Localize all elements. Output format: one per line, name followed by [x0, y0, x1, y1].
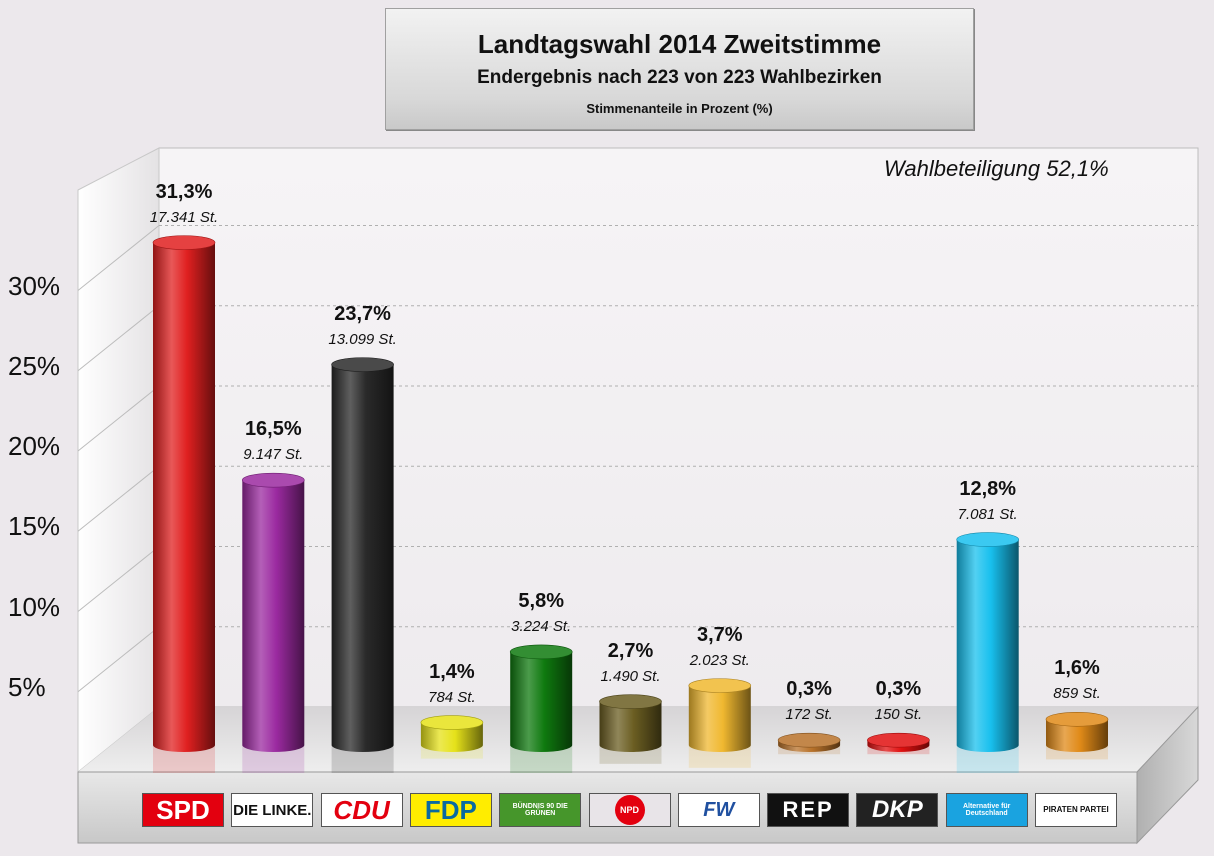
gridline-side — [77, 546, 160, 612]
bar-votes-label: 1.490 St. — [600, 667, 661, 685]
turnout-label: Wahlbeteiligung 52,1% — [884, 156, 1109, 181]
bar-votes-label: 17.341 St. — [149, 208, 219, 226]
bar-value-label: 0,3% — [786, 678, 832, 701]
bar-value-label: 2,7% — [607, 639, 654, 662]
party-logo-text: FW — [703, 799, 735, 821]
gridline-side — [77, 385, 160, 452]
bar — [688, 685, 751, 752]
y-axis: 30% 25% 20% 15% 10% 5% — [0, 0, 80, 856]
title-box: Landtagswahl 2014 Zweitstimme Endergebni… — [385, 8, 974, 130]
party-logo-text: CDU — [333, 795, 390, 825]
bar — [1046, 719, 1108, 752]
party-logo: Alternative für Deutschland — [945, 793, 1028, 827]
party-logo: BÜNDNIS 90 DIE GRÜNEN — [499, 793, 582, 827]
chart-base-side — [1136, 705, 1199, 845]
bar — [153, 242, 215, 752]
bar-top — [867, 732, 930, 748]
party-logo-text: SPD — [156, 795, 210, 825]
bar-votes-label: 9.147 St. — [243, 446, 304, 464]
gridline-side — [77, 305, 160, 372]
chart-left-wall — [77, 147, 160, 774]
bar-value-label: 12,8% — [959, 477, 1017, 500]
y-tick-label: 10% — [8, 591, 61, 622]
bars — [152, 235, 1109, 773]
bar-value-label: 16,5% — [244, 418, 302, 441]
party-logo: DIE LINKE. — [231, 793, 314, 827]
bar-value-label: 23,7% — [334, 302, 391, 325]
bar-top — [688, 678, 752, 693]
bar-top — [152, 235, 216, 250]
party-logo: SPD — [142, 793, 224, 827]
bar-votes-label: 2.023 St. — [689, 651, 750, 669]
npd-circle-icon: NPD — [614, 795, 645, 825]
bar-votes-label: 13.099 St. — [328, 330, 397, 348]
party-logo: FDP — [409, 793, 492, 827]
y-tick-label: 5% — [8, 671, 46, 702]
bar-votes-label: 859 St. — [1053, 685, 1101, 703]
party-logo: REP — [767, 793, 850, 827]
party-logo-text: DIE LINKE. — [233, 801, 312, 819]
gridlines — [77, 225, 1198, 693]
party-logo: FW — [677, 793, 760, 827]
bar-value-label: 1,6% — [1054, 657, 1100, 680]
bar-value-label: 1,4% — [429, 660, 475, 683]
bar-value-label: 31,3% — [155, 180, 213, 203]
bar-top — [331, 357, 394, 372]
chart-note: Stimmenanteile in Prozent (%) — [586, 101, 773, 116]
party-logo-text: FDP — [424, 795, 477, 825]
bar-value-label: 3,7% — [697, 623, 743, 646]
bar-votes-label: 7.081 St. — [957, 505, 1018, 523]
bar-top — [1045, 712, 1109, 727]
bar-votes-label: 3.224 St. — [511, 617, 572, 635]
bar-top — [509, 644, 573, 660]
bar-top — [420, 715, 484, 730]
party-logo: NPD — [588, 793, 671, 827]
party-logo-text: REP — [782, 797, 834, 822]
bar-top — [241, 472, 305, 488]
bar-top — [956, 532, 1020, 547]
y-tick-label: 30% — [8, 270, 61, 301]
bar-votes-label: 172 St. — [785, 706, 833, 724]
party-logo-text: DKP — [872, 796, 923, 823]
party-logo-text: BÜNDNIS 90 DIE GRÜNEN — [512, 803, 568, 817]
chart-subtitle: Endergebnis nach 223 von 223 Wahlbezirke… — [477, 67, 882, 88]
bar — [420, 722, 483, 752]
chart-title: Landtagswahl 2014 Zweitstimme — [477, 29, 882, 59]
bar-value-label: 5,8% — [518, 589, 564, 612]
bar-value-label: 0,3% — [875, 678, 922, 701]
bar — [331, 364, 394, 752]
gridline-side — [77, 465, 160, 532]
bar — [510, 651, 573, 752]
party-logo: DKP — [856, 793, 939, 827]
bar-top — [777, 732, 841, 748]
bar-top — [599, 694, 662, 709]
y-tick-label: 25% — [8, 350, 61, 381]
bar — [599, 701, 662, 752]
party-logo-text: PIRATEN PARTEI — [1043, 805, 1109, 814]
party-logo: PIRATEN PARTEI — [1035, 793, 1117, 827]
party-logo-text: Alternative für Deutschland — [962, 803, 1011, 817]
gridline-side — [77, 626, 160, 693]
party-logo-text: NPD — [619, 804, 639, 815]
bar — [242, 480, 305, 752]
bar-votes-label: 784 St. — [428, 688, 476, 706]
y-tick-label: 15% — [8, 511, 61, 542]
bar-votes-label: 150 St. — [874, 706, 923, 724]
party-logo: CDU — [320, 793, 403, 827]
bar — [956, 539, 1019, 752]
gridline-side — [77, 225, 160, 291]
y-tick-label: 20% — [8, 431, 61, 461]
